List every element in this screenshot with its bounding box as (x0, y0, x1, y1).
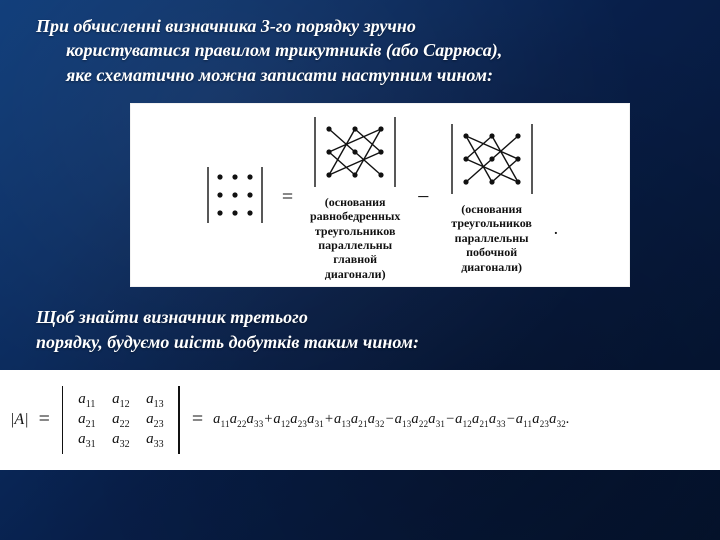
formula-panel: |A| = a11a12a13 a21a22a23 a31a32a33 = a1… (0, 370, 720, 470)
negative-caption: (основаниятреугольниковпараллельныпобочн… (451, 202, 532, 274)
positive-triangles-block: (основанияравнобедренныхтреугольниковпар… (307, 113, 403, 281)
formula-eq-1: = (39, 408, 50, 431)
mid-text: Щоб знайти визначник третього порядку, б… (0, 305, 720, 354)
expansion: a11a22a33+a12a23a31+a13a21a32−a13a22a31−… (213, 411, 570, 429)
intro-line-2: користуватися правилом трикутників (або … (36, 38, 692, 62)
sarrus-diagram-row: = (основанияравнобедренныхтреугольниковп… (142, 113, 618, 281)
intro-line-3: яке схематично можна записати наступним … (36, 63, 692, 87)
minus-sign: − (417, 184, 429, 210)
sarrus-diagram-panel: = (основанияравнобедренныхтреугольниковп… (130, 103, 630, 287)
matrix-A: a11a12a13 a21a22a23 a31a32a33 (60, 384, 182, 456)
positive-triangles-svg (307, 113, 403, 191)
mid-line-1: Щоб знайти визначник третього (36, 305, 692, 329)
diagram-period: . (554, 218, 559, 281)
intro-text: При обчисленні визначника 3-го порядку з… (0, 0, 720, 87)
intro-line-1: При обчисленні визначника 3-го порядку з… (36, 16, 416, 36)
det-label: |A| (10, 411, 29, 429)
dot-determinant (202, 163, 268, 232)
mid-line-2: порядку, будуємо шість добутків таким чи… (36, 330, 692, 354)
equals-sign: = (282, 186, 293, 209)
negative-triangles-svg (444, 120, 540, 198)
negative-triangles-block: (основаниятреугольниковпараллельныпобочн… (444, 120, 540, 274)
dot-grid-svg (202, 163, 268, 227)
positive-caption: (основанияравнобедренныхтреугольниковпар… (310, 195, 400, 281)
formula-eq-2: = (192, 408, 203, 431)
